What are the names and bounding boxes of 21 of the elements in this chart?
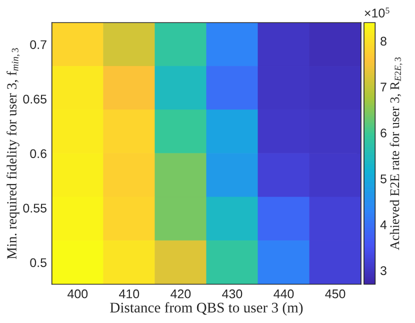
color-bar-label: 4 (380, 220, 387, 230)
x-tick-label: 450 (325, 289, 346, 298)
color-bar-label: 8 (380, 36, 386, 46)
y-tick-label: 0.6 (30, 149, 46, 158)
x-tick-label: 410 (119, 289, 140, 298)
y-tick-label: 0.65 (23, 94, 46, 104)
y-tick-label: 0.55 (23, 204, 46, 213)
color-bar-label: 6 (380, 128, 386, 138)
x-tick-label: 400 (68, 289, 88, 298)
color-bar-label: 3 (380, 266, 386, 276)
color-bar-label: 5 (380, 174, 386, 184)
y-axis-title: Min. required fidelity for user 3, f$_{min,3}$ (6, 48, 20, 259)
text: ×10$^{5}$ (364, 8, 390, 18)
color-bar-label: 7 (380, 82, 386, 92)
x-tick-label: 440 (274, 289, 294, 298)
x-axis-title: Distance from QBS to user 3 (m) (110, 302, 303, 316)
x-tick-label: 420 (170, 289, 191, 298)
x-tick-label: 430 (222, 289, 242, 298)
y-tick-label: 0.5 (30, 258, 46, 268)
color-bar-title: Achieved E2E rate for user 3, R$_{E2E,3}$ (390, 57, 402, 250)
y-tick-label: 0.7 (30, 40, 46, 50)
